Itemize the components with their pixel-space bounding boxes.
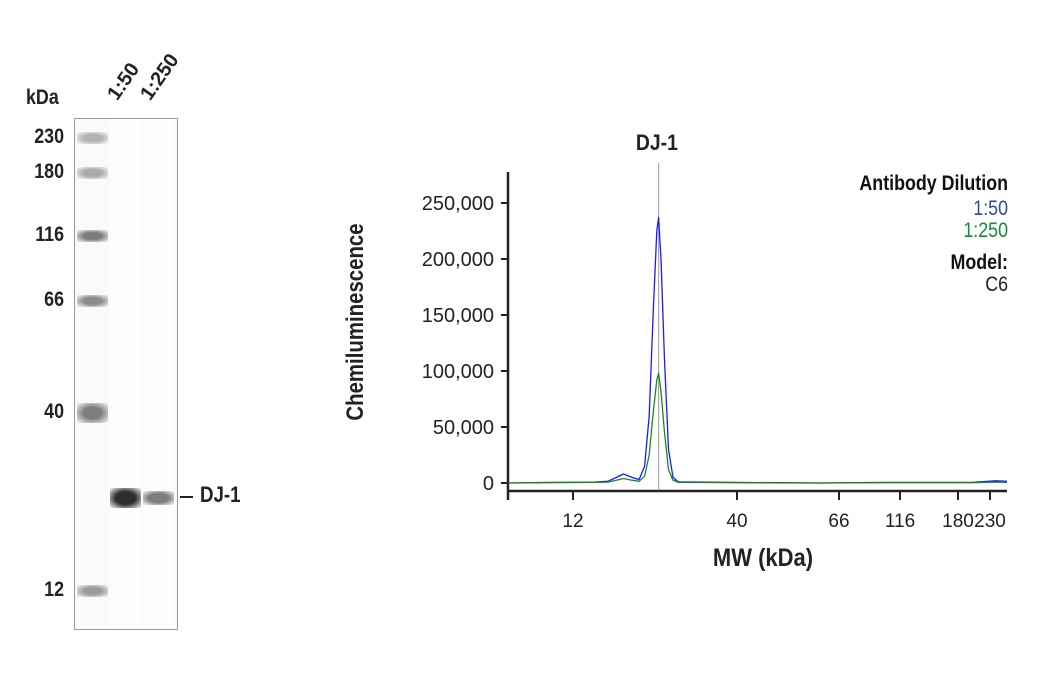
gel-image bbox=[74, 118, 178, 630]
y-tick-label: 150,000 bbox=[422, 305, 494, 327]
target-label: DJ-1 bbox=[200, 482, 241, 507]
y-tick-label: 200,000 bbox=[422, 249, 494, 271]
target-band-2 bbox=[143, 491, 174, 505]
target-band-1 bbox=[110, 488, 141, 508]
ladder-lane bbox=[77, 119, 108, 629]
ladder-label-116: 116 bbox=[35, 223, 64, 246]
legend-item-1:50: 1:50 bbox=[973, 197, 1008, 221]
series-line-1:50 bbox=[507, 216, 1008, 484]
target-marker-line bbox=[180, 496, 193, 498]
series-line-1:250 bbox=[507, 372, 1008, 484]
ladder-band-116 bbox=[77, 230, 108, 242]
legend-model-value: C6 bbox=[985, 273, 1008, 297]
ladder-band-230 bbox=[77, 132, 108, 144]
y-tick-label: 50,000 bbox=[433, 417, 494, 439]
kda-unit-label: kDa bbox=[26, 86, 59, 109]
ladder-label-12: 12 bbox=[44, 578, 64, 601]
ladder-label-230: 230 bbox=[34, 125, 64, 148]
ladder-label-40: 40 bbox=[44, 400, 64, 423]
x-tick-label: 180 bbox=[942, 511, 974, 532]
legend-title: Antibody Dilution bbox=[859, 172, 1008, 196]
legend-model-label: Model: bbox=[951, 251, 1008, 275]
x-tick-label: 12 bbox=[562, 511, 583, 532]
ladder-band-40 bbox=[77, 403, 108, 423]
ladder-label-180: 180 bbox=[34, 160, 64, 183]
legend-item-1:250: 1:250 bbox=[963, 219, 1008, 243]
y-tick-label: 0 bbox=[483, 473, 494, 495]
x-tick-label: 40 bbox=[726, 511, 747, 532]
ladder-band-180 bbox=[77, 167, 108, 179]
x-axis-label: MW (kDa) bbox=[713, 544, 813, 572]
y-tick-label: 250,000 bbox=[422, 193, 494, 215]
ladder-band-66 bbox=[77, 295, 108, 307]
sample-lane-1 bbox=[110, 119, 141, 629]
ladder-band-12 bbox=[77, 585, 108, 597]
chart-title: DJ-1 bbox=[636, 131, 678, 155]
x-tick-label: 66 bbox=[828, 511, 849, 532]
sample-lane-2 bbox=[143, 119, 174, 629]
y-axis-label: Chemiluminescence bbox=[341, 223, 368, 420]
ladder-label-66: 66 bbox=[44, 288, 64, 311]
x-tick-label: 230 bbox=[974, 511, 1006, 532]
x-tick-label: 116 bbox=[885, 511, 915, 532]
y-tick-label: 100,000 bbox=[422, 361, 494, 383]
